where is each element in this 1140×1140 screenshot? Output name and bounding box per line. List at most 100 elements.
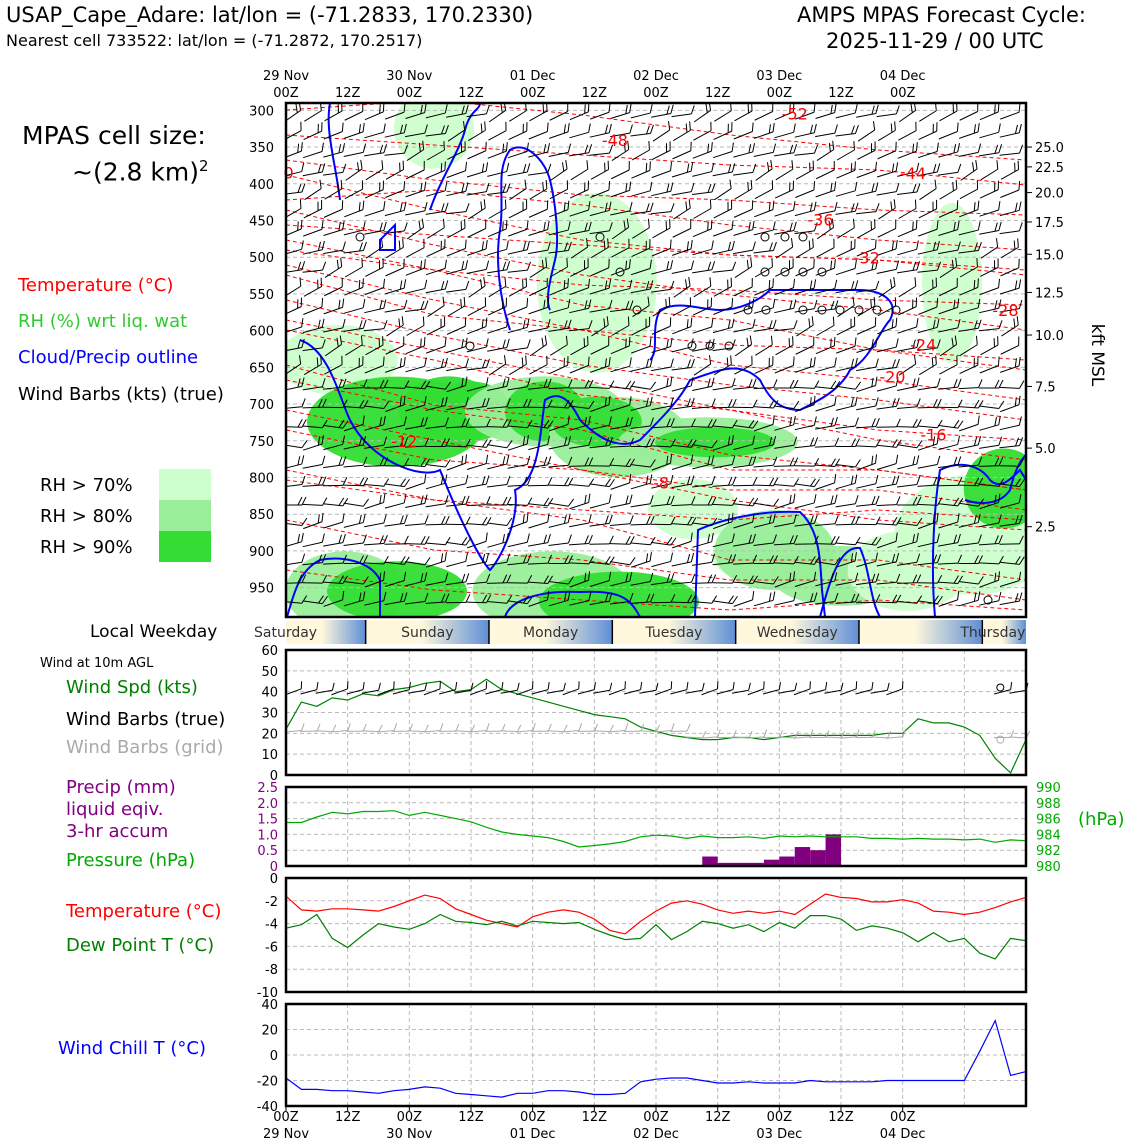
wind-barb-shaft [549, 188, 568, 200]
wind-barb [856, 454, 878, 471]
wind-barb [939, 179, 958, 200]
wind-barb-flag [709, 277, 712, 287]
wind-barb [794, 571, 817, 587]
wind-barb-flag [772, 498, 780, 507]
wind-barb-flag [383, 201, 386, 211]
wind-barb [918, 122, 938, 141]
wind-barb-flag [1018, 395, 1021, 405]
temp-panel-ytick-0: 0 [270, 872, 278, 887]
wind-barb-flag [998, 571, 1001, 581]
wind-barb-flag [690, 105, 695, 115]
wind-barb-flag [545, 257, 548, 267]
wind-barb [713, 512, 734, 530]
wind-barb [528, 200, 549, 218]
wind-barb [446, 358, 469, 372]
wind-barb-flag-2 [502, 299, 504, 309]
true-wind-barb [546, 682, 566, 694]
wind-barb [508, 355, 527, 376]
wind-barb-flag [424, 381, 431, 390]
pressure-tick-6: 600 [249, 325, 274, 340]
wind-barb-shaft [302, 171, 323, 177]
wind-barb-shaft [568, 465, 590, 467]
wind-barb-shaft [589, 600, 610, 606]
wind-barb-flag-2 [317, 241, 321, 251]
wind-barb-flag-2 [646, 438, 651, 447]
wind-barb-flag [896, 573, 901, 583]
wind-barb [550, 159, 568, 181]
wind-barb-flag [608, 299, 613, 309]
wind-barb-shaft [405, 523, 426, 527]
wind-barb-flag [587, 356, 590, 366]
wind-barb-flag [813, 494, 817, 504]
wind-barb-shaft [814, 543, 836, 545]
wind-barb-flag [1018, 494, 1022, 504]
wind-barb-flag [731, 378, 736, 387]
wind-barb-flag [854, 181, 858, 191]
wind-barb [364, 571, 386, 588]
wind-barb [671, 532, 693, 549]
wind-barb [980, 160, 999, 181]
wind-barb-flag [526, 298, 529, 308]
wind-barb-shaft [919, 188, 937, 201]
wind-barb-flag-2 [891, 476, 896, 485]
wind-barb-flag-2 [707, 261, 712, 271]
wind-barb-flag [301, 318, 304, 328]
wind-barb-shaft [651, 268, 671, 275]
wind-barb [651, 203, 675, 215]
wind-barb [487, 261, 511, 274]
wind-barb-flag [341, 278, 343, 287]
wind-barb-flag [854, 259, 857, 269]
grid-wind-barb-shaft [423, 730, 441, 733]
wind-barb-shaft [302, 443, 323, 451]
wind-barb-shaft [938, 151, 958, 158]
wind-barb [753, 399, 779, 409]
wind-barb [651, 536, 677, 546]
temperature-contour-upper-8 [286, 379, 1026, 491]
wind-barb-flag [404, 478, 410, 487]
wind-barb-shaft [507, 484, 528, 487]
wind-barb-flag-2 [522, 514, 525, 524]
wind-barb-flag-2 [379, 379, 385, 389]
wind-barb-flag-2 [768, 436, 773, 446]
wind-barb [856, 280, 880, 293]
true-wind-barb-flag [485, 681, 488, 689]
wind-barb-flag [814, 556, 820, 565]
wind-barb-shaft [589, 386, 610, 389]
wind-barb-shaft [569, 229, 589, 235]
wind-barb-flag [813, 592, 818, 602]
wind-barb [364, 379, 389, 389]
wind-barb-flag [547, 378, 552, 388]
wind-barb-shaft [446, 366, 466, 372]
wind-barb-shaft [324, 266, 342, 278]
wind-barb [527, 477, 553, 487]
wind-barb-shaft [938, 542, 958, 547]
wind-barb-shaft [958, 327, 979, 332]
wind-barb [548, 415, 570, 432]
wind-barb [528, 122, 549, 140]
wind-barb-flag [526, 261, 532, 271]
wind-barb-shaft [404, 445, 426, 448]
wind-barb-flag-2 [420, 573, 424, 583]
wind-barb [712, 435, 734, 451]
wind-barb-flag-2 [747, 104, 749, 114]
true-wind-barb-flag [393, 681, 395, 689]
wind-barb-shaft [733, 171, 753, 176]
wind-barb [897, 318, 919, 334]
wind-barb-flag-2 [891, 359, 896, 369]
wind-barb-shaft [303, 130, 322, 141]
wind-barb-shaft [978, 542, 1000, 546]
wind-barb [651, 317, 672, 335]
wind-barb [897, 475, 921, 488]
wind-barb-shaft [897, 306, 917, 316]
grid-wind-barb [500, 724, 522, 733]
wind-barb-flag [485, 338, 489, 348]
true-wind-barb [824, 682, 844, 694]
wind-barb [672, 219, 692, 238]
pressure-tick-1: 350 [249, 141, 274, 156]
bottom-hour-tick-10: 00Z [890, 1110, 916, 1125]
wind-barb [610, 494, 633, 508]
wind-barb-flag [342, 477, 348, 486]
wind-barb-flag [752, 456, 757, 466]
wind-barb-shaft [322, 562, 344, 565]
wind-barb-flag-2 [502, 339, 506, 349]
